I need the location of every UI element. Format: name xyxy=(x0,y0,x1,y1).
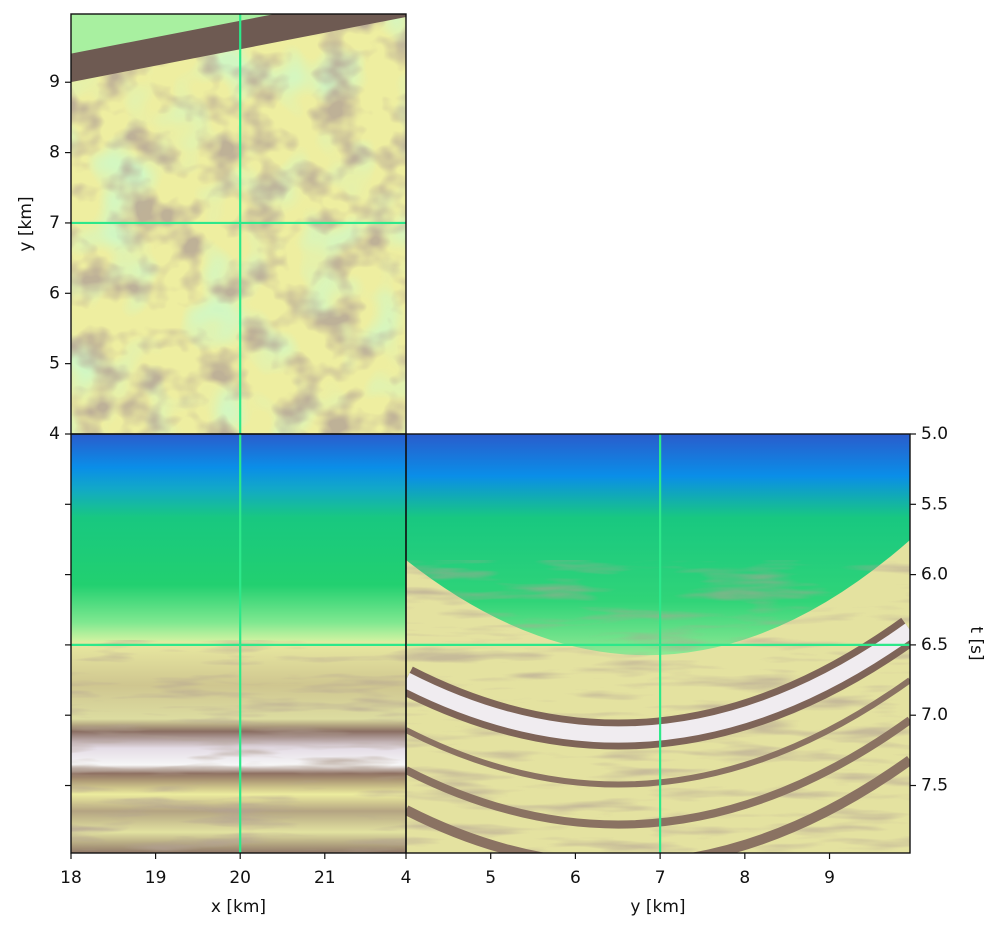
panel-frame xyxy=(405,433,911,854)
x-tick-label: 20 xyxy=(229,868,251,888)
section-band xyxy=(406,755,910,853)
y-tick-label: 6.0 xyxy=(921,565,948,585)
y-tick-label: 6.5 xyxy=(921,635,948,655)
x-tick-label: 19 xyxy=(145,868,167,888)
y-tick-label: 9 xyxy=(49,72,60,92)
x-tick-label: 18 xyxy=(60,868,82,888)
y-tick-label: 8 xyxy=(49,143,60,163)
y-tick-label: 4 xyxy=(49,424,60,444)
crossline-section xyxy=(406,434,910,853)
y-tick-label: 7 xyxy=(49,213,60,233)
y-tick-label: 7.5 xyxy=(921,776,948,796)
y-axis-label: t [s] xyxy=(966,626,986,660)
y-tick-label: 5 xyxy=(49,354,60,374)
y-axis-label: y [km] xyxy=(16,196,36,251)
section-band xyxy=(406,623,910,743)
x-axis-label: y [km] xyxy=(630,897,685,917)
x-tick-label: 4 xyxy=(401,868,412,888)
y-tick-label: 6 xyxy=(49,283,60,303)
x-tick-label: 7 xyxy=(655,868,666,888)
section-band xyxy=(406,677,910,788)
x-tick-label: 8 xyxy=(739,868,750,888)
y-tick-label: 7.0 xyxy=(921,705,948,725)
x-tick-label: 5 xyxy=(485,868,496,888)
section-band xyxy=(406,716,910,829)
y-tick-label: 5.5 xyxy=(921,494,948,514)
y-tick-label: 5.0 xyxy=(921,424,948,444)
x-axis-label: x [km] xyxy=(211,897,266,917)
x-tick-label: 21 xyxy=(314,868,336,888)
x-tick-label: 9 xyxy=(824,868,835,888)
inline-section xyxy=(71,434,406,853)
x-tick-label: 6 xyxy=(570,868,581,888)
section-texture xyxy=(71,640,406,853)
